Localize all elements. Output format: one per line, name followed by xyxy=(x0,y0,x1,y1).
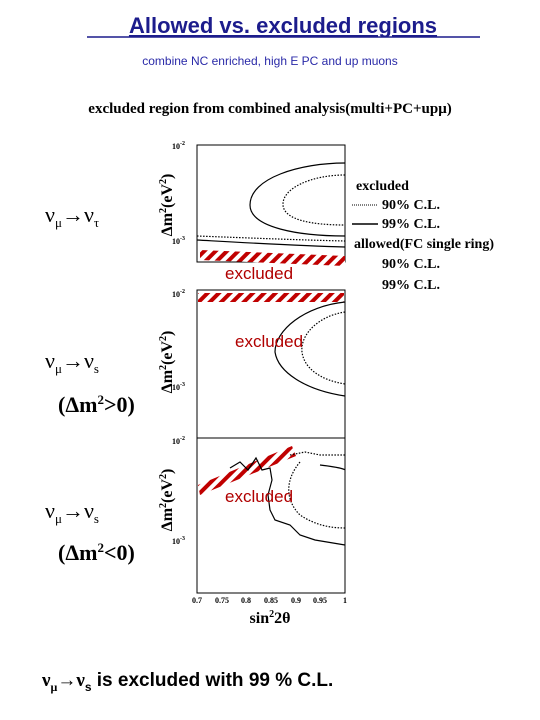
y-labels: Δm2(eV2) Δm2(eV2) Δm2(eV2) xyxy=(158,174,176,532)
condition-label: (Δm2>0) xyxy=(58,392,135,417)
condition-label: (Δm2<0) xyxy=(58,540,135,565)
subtitle: combine NC enriched, high E PC and up mu… xyxy=(142,54,397,68)
legend-text: 90% C.L. xyxy=(382,198,440,213)
channel-label: νμ→νs xyxy=(45,498,99,526)
channel-label: νμ→νs xyxy=(45,348,99,376)
excluded-hatch xyxy=(198,446,296,495)
legend-text: 99% C.L. xyxy=(382,278,440,293)
y-tick-label: 10-2 xyxy=(172,141,185,151)
contour xyxy=(288,451,346,529)
panels xyxy=(196,144,346,594)
contour xyxy=(196,235,346,242)
contour xyxy=(249,162,346,237)
y-ticks: 10-2 10-3 10-2 10-3 10-2 10-3 xyxy=(172,141,185,546)
contour xyxy=(319,464,346,471)
x-tick-label: 0.8 xyxy=(241,596,251,605)
x-tick-label: 1 xyxy=(343,596,347,605)
conclusion: νμ→νs is excluded with 99 % C.L. xyxy=(41,670,333,694)
legend: excluded 90% C.L. 99% C.L. allowed(FC si… xyxy=(352,179,494,293)
legend-text: 90% C.L. xyxy=(382,257,440,272)
excluded-label: excluded xyxy=(225,487,293,506)
contour xyxy=(274,301,346,397)
panel-frame xyxy=(196,437,346,594)
x-tick-label: 0.75 xyxy=(215,596,229,605)
y-tick-label: 10-3 xyxy=(172,236,185,246)
x-ticks: 0.7 0.75 0.8 0.85 0.9 0.95 1 xyxy=(192,596,347,605)
y-tick-label: 10-2 xyxy=(172,436,185,446)
y-axis-label: Δm2(eV2) xyxy=(158,469,176,532)
panel-frame xyxy=(196,289,346,439)
x-tick-label: 0.7 xyxy=(192,596,202,605)
slide-title: Allowed vs. excluded regions xyxy=(129,13,437,38)
excluded-label: excluded xyxy=(225,264,293,283)
excluded-hatch xyxy=(198,293,344,302)
left-labels: νμ→ντ νμ→νs (Δm2>0) νμ→νs (Δm2<0) xyxy=(45,202,135,565)
contour xyxy=(196,239,346,248)
x-axis-label: sin22θ xyxy=(250,609,291,627)
y-tick-label: 10-3 xyxy=(172,536,185,546)
x-tick-label: 0.85 xyxy=(264,596,278,605)
y-axis-label: Δm2(eV2) xyxy=(158,331,176,394)
legend-text: excluded xyxy=(356,179,409,194)
contour xyxy=(229,456,346,546)
y-tick-label: 10-2 xyxy=(172,289,185,299)
channel-label: νμ→ντ xyxy=(45,202,99,230)
y-tick-label: 10-3 xyxy=(172,382,185,392)
y-axis-label: Δm2(eV2) xyxy=(158,174,176,237)
x-tick-label: 0.9 xyxy=(291,596,301,605)
contour xyxy=(301,311,346,385)
x-tick-label: 0.95 xyxy=(313,596,327,605)
excluded-hatch xyxy=(200,250,345,266)
figure-title: excluded region from combined analysis(m… xyxy=(88,101,451,117)
contour xyxy=(282,174,346,226)
legend-text: allowed(FC single ring) xyxy=(354,237,494,252)
legend-text: 99% C.L. xyxy=(382,217,440,232)
excluded-label: excluded xyxy=(235,332,303,351)
